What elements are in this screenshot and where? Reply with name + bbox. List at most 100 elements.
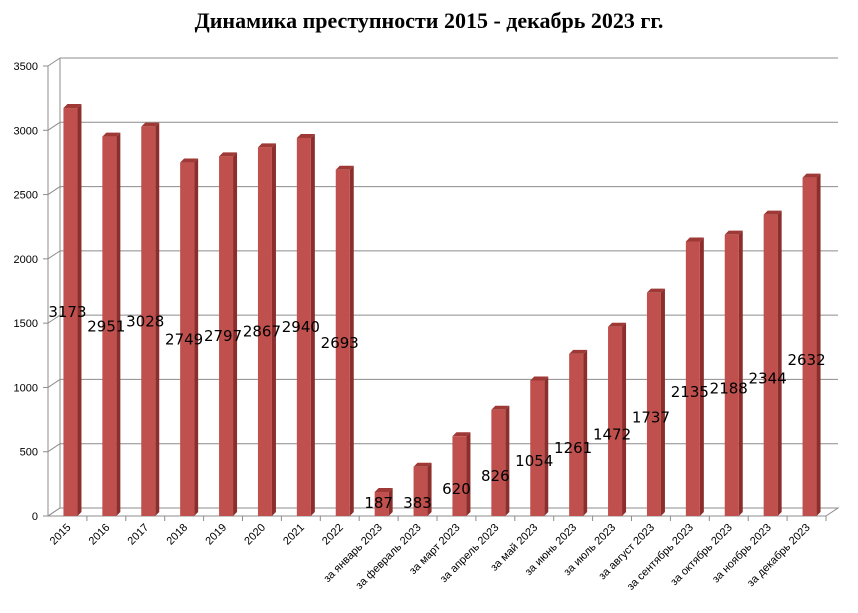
bar-top [646, 288, 665, 293]
bar-side [388, 487, 393, 516]
bar [491, 409, 506, 516]
bar [219, 156, 234, 516]
x-tick-label: 2017 [126, 522, 152, 548]
data-label: 2632 [787, 351, 825, 369]
data-label: 2188 [710, 379, 748, 397]
bar-side [310, 134, 315, 516]
data-label: 1472 [593, 425, 631, 443]
bar-side [544, 376, 549, 516]
data-label: 383 [403, 494, 432, 512]
bar-side [466, 432, 471, 516]
chart-floor [46, 507, 840, 517]
gridline-depth [47, 443, 61, 453]
bar [141, 126, 156, 516]
gridline-depth [47, 121, 61, 131]
data-label: 1054 [515, 452, 553, 470]
x-tick-label: 2015 [48, 522, 74, 548]
bar [530, 380, 545, 516]
bar [413, 466, 428, 516]
data-label: 187 [364, 494, 393, 512]
bar [102, 136, 117, 517]
y-tick-label: 500 [20, 447, 38, 459]
bar-top [763, 210, 782, 215]
bar-side [427, 462, 432, 516]
x-tick-label: 2020 [242, 522, 268, 548]
x-tick-label: за сентябрь 2023 [625, 522, 696, 593]
bar [763, 214, 778, 516]
data-label: 826 [481, 467, 510, 485]
x-tick-label: 2021 [281, 522, 307, 548]
y-tick-label: 1500 [14, 318, 38, 330]
bar [724, 234, 739, 516]
bar [296, 138, 311, 516]
bar-top [102, 132, 121, 137]
bar-side [505, 405, 510, 516]
bar-top [63, 104, 82, 109]
data-label: 2135 [671, 383, 709, 401]
bar [257, 147, 272, 516]
bar-side [583, 349, 588, 516]
bar-top [724, 230, 743, 235]
data-label: 1737 [632, 408, 670, 426]
gridline-depth [47, 250, 61, 260]
bar-side [622, 322, 627, 516]
bar-side [777, 210, 782, 516]
data-label: 2749 [165, 330, 203, 348]
y-tick-label: 0 [32, 511, 38, 523]
y-tick-label: 2000 [14, 254, 38, 266]
bar-top [608, 322, 627, 327]
bar [452, 436, 467, 516]
bar-side [77, 104, 82, 517]
bar-top [335, 165, 354, 170]
data-label: 1261 [554, 439, 592, 457]
bar-top [802, 173, 821, 178]
bar-side [349, 165, 354, 516]
x-tick-label: 2019 [203, 522, 229, 548]
bar-top [569, 349, 588, 354]
data-label: 2867 [243, 323, 281, 341]
bar-top [180, 158, 199, 163]
gridline-depth [47, 379, 61, 388]
bar-side [116, 132, 121, 517]
x-tick-label: 2018 [164, 522, 190, 548]
data-label: 2693 [321, 334, 359, 352]
bar-side [155, 122, 160, 516]
bar [335, 169, 350, 516]
x-tick-label: 2016 [87, 522, 113, 548]
bar [374, 491, 389, 516]
bar-top [257, 143, 276, 148]
bar [180, 162, 195, 517]
bar-top [685, 237, 704, 242]
bar [646, 292, 661, 516]
bar [685, 241, 700, 516]
bar-top [374, 487, 393, 492]
bar-top [296, 134, 315, 138]
bar-side [660, 288, 665, 516]
x-tick-label: за февраль 2023 [354, 522, 424, 592]
bar [802, 177, 817, 516]
bar-top [413, 462, 432, 467]
gridline-depth [47, 186, 61, 195]
bar-side [738, 230, 743, 516]
gridline-depth [47, 57, 61, 67]
x-tick-label: 2022 [320, 522, 346, 548]
data-label: 2797 [204, 327, 242, 345]
y-tick-label: 3500 [14, 61, 38, 73]
data-label: 2940 [282, 318, 320, 336]
bar-side [271, 143, 276, 516]
bar-side [816, 173, 821, 516]
y-tick-label: 2500 [14, 190, 38, 202]
y-tick-label: 3000 [14, 125, 38, 137]
data-label: 620 [442, 480, 471, 498]
y-tick-label: 1000 [14, 382, 38, 394]
data-label: 2344 [749, 369, 787, 387]
bar [569, 353, 584, 516]
bar-side [699, 237, 704, 516]
bar-top [141, 122, 160, 127]
bar-top [219, 152, 238, 157]
bar [608, 326, 623, 516]
bar-side [194, 158, 199, 517]
bar-top [530, 376, 549, 381]
